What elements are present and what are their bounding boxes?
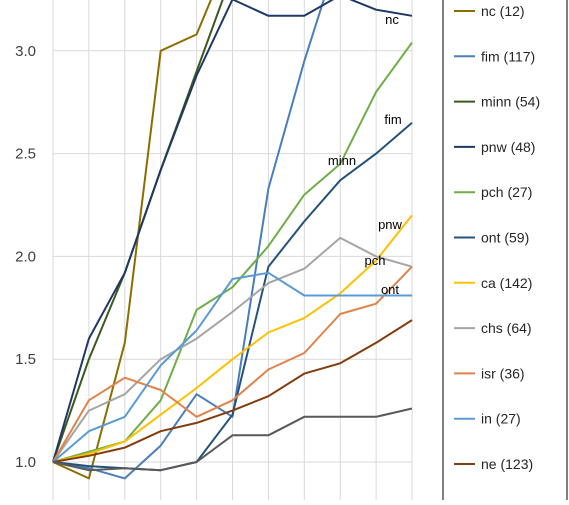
- legend-entry: ne (123): [481, 456, 533, 472]
- legend-entry: fim (117): [481, 48, 535, 64]
- y-tick-label: 3.0: [15, 43, 36, 60]
- legend-entry: isr (36): [481, 365, 525, 381]
- series-label-minn: minn: [328, 153, 356, 168]
- series-label-pch: pch: [365, 253, 386, 268]
- y-tick-label: 2.0: [15, 248, 36, 265]
- series-line-in: [52, 271, 412, 463]
- legend-entry: pch (27): [481, 184, 532, 200]
- series-line-fim: [52, 0, 325, 480]
- legend-entry: ont (59): [481, 230, 529, 246]
- series-line-ca: [52, 214, 413, 463]
- series-line-chs: [52, 236, 413, 463]
- legend: nc (12) fim (117) minn (54) pnw (48) pch (27…: [442, 0, 568, 503]
- series-label-fim: fim: [384, 112, 401, 127]
- y-tick-label: 1.5: [15, 351, 36, 368]
- series-line-nc: [52, 0, 212, 480]
- series-line-isr: [52, 266, 413, 463]
- series-line-series-12: [52, 407, 413, 472]
- series-line-ne: [52, 319, 413, 463]
- series-line-pnw: [52, 0, 413, 463]
- y-tick-label: 1.0: [15, 454, 36, 471]
- y-axis: 1.01.52.02.53.03.54.04.55.05.5: [15, 43, 36, 471]
- series-line-minn: [52, 0, 224, 463]
- series-line-ont: [52, 122, 413, 472]
- plot-area: [52, 0, 413, 480]
- series-label-nc: nc: [385, 12, 399, 27]
- legend-entry: in (27): [481, 411, 521, 427]
- legend-entry: minn (54): [481, 94, 540, 110]
- legend-entry: ca (142): [481, 275, 532, 291]
- series-label-pnw: pnw: [378, 217, 402, 232]
- series-label-ont: ont: [381, 282, 399, 297]
- legend-entry: pnw (48): [481, 139, 535, 155]
- legend-entry: chs (64): [481, 320, 532, 336]
- legend-entry: nc (12): [481, 3, 525, 19]
- series-labels: nc fim minn pnw pch ont: [328, 12, 403, 297]
- y-tick-label: 2.5: [15, 146, 36, 163]
